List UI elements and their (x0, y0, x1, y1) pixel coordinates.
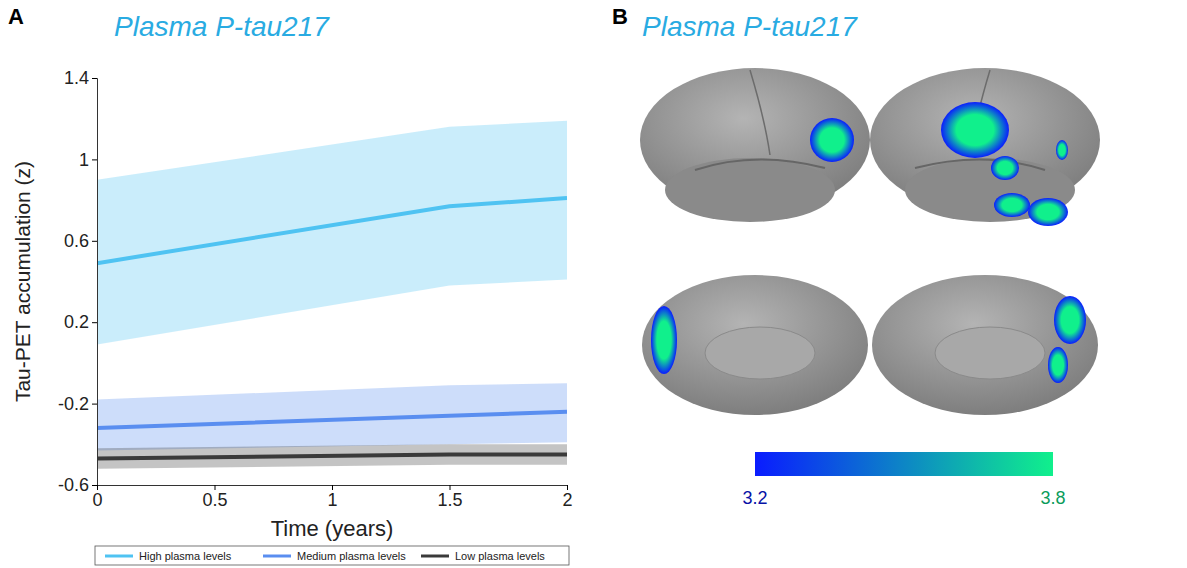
figure: A Plasma P-tau217 -0.6 -0.2 0.2 0.6 1 1.4 0 0.5 1 1… (0, 0, 1187, 568)
y-tick-mark (92, 241, 97, 242)
sulcus (695, 159, 825, 170)
series-line (97, 198, 567, 263)
y-tick-label: 1 (79, 150, 89, 170)
activation-cluster (810, 118, 854, 162)
temporal-lobe (665, 158, 835, 222)
sulcus (750, 70, 770, 155)
legend-swatch (421, 555, 449, 558)
brain-lateral (640, 68, 870, 222)
x-tick-label: 1 (327, 490, 337, 510)
y-tick: -0.2 (58, 394, 97, 414)
x-tick-label: 0.5 (202, 490, 227, 510)
activation-cluster (651, 306, 677, 374)
y-tick-mark (92, 322, 97, 323)
y-tick: -0.6 (58, 475, 97, 495)
colorbar-tick-label: 3.2 (742, 488, 767, 508)
x-tick-label: 1.5 (437, 490, 462, 510)
y-tick: 0.6 (64, 231, 97, 251)
legend-label: Medium plasma levels (297, 550, 406, 562)
panel-letter: B (612, 4, 628, 29)
x-axis-title: Time (years) (271, 516, 394, 541)
brain-lateral (870, 68, 1100, 226)
medial-wall (935, 327, 1045, 379)
x-tick: 0 (92, 485, 102, 510)
brain-medial (872, 275, 1098, 415)
title: Plasma P-tau217 (642, 11, 858, 42)
x-tick: 1.5 (437, 485, 462, 510)
series-line (97, 412, 567, 428)
y-tick-label: -0.6 (58, 475, 89, 495)
activation-cluster (1048, 347, 1068, 383)
y-tick: 1.4 (64, 68, 97, 88)
y-axis-line (92, 79, 98, 486)
activation-cluster (941, 102, 1009, 158)
y-tick-mark (92, 485, 97, 486)
activation-cluster (1054, 296, 1086, 344)
series-line (97, 454, 567, 458)
x-tick: 0.5 (202, 485, 227, 510)
brain-views (640, 68, 1100, 415)
confidence-band (97, 444, 567, 468)
hemisphere (872, 275, 1098, 415)
legend-frame (95, 546, 569, 565)
y-tick-label: 0.2 (64, 312, 89, 332)
legend-swatch (263, 555, 291, 558)
sulcus (915, 159, 1045, 170)
x-axis: 0 0.5 1 1.5 2 (92, 485, 572, 510)
colorbar-tick-label: 3.8 (1040, 488, 1065, 508)
y-tick-label: 1.4 (64, 68, 89, 88)
hemisphere (642, 275, 868, 415)
y-tick-mark (92, 159, 97, 160)
activation-cluster (1056, 140, 1068, 160)
legend-label: High plasma levels (139, 550, 232, 562)
x-tick: 1 (327, 485, 337, 510)
panel-letter: A (8, 4, 24, 29)
legend-swatch (105, 555, 133, 558)
activation-cluster (994, 193, 1030, 217)
x-tick-label: 0 (92, 490, 102, 510)
activation-cluster (991, 156, 1019, 180)
colorbar (755, 452, 1053, 476)
y-axis: -0.6 -0.2 0.2 0.6 1 1.4 (58, 68, 98, 495)
confidence-band (97, 383, 567, 450)
activation-cluster (1028, 198, 1068, 226)
brain-medial (642, 275, 868, 415)
medial-wall (705, 327, 815, 379)
title: Plasma P-tau217 (114, 11, 330, 42)
legend-label: Low plasma levels (455, 550, 545, 562)
y-tick: 0.2 (64, 312, 97, 332)
y-tick-mark (92, 78, 97, 79)
legend: High plasma levels Medium plasma levels Lo… (95, 546, 569, 565)
y-tick-label: 0.6 (64, 231, 89, 251)
y-tick: 1 (79, 150, 97, 170)
y-tick-mark (92, 404, 97, 405)
y-axis-title: Tau-PET accumulation (z) (11, 161, 34, 402)
x-tick: 2 (562, 485, 572, 510)
x-tick-label: 2 (562, 490, 572, 510)
plot-area (97, 121, 567, 469)
confidence-band (97, 121, 567, 345)
y-tick-label: -0.2 (58, 394, 89, 414)
